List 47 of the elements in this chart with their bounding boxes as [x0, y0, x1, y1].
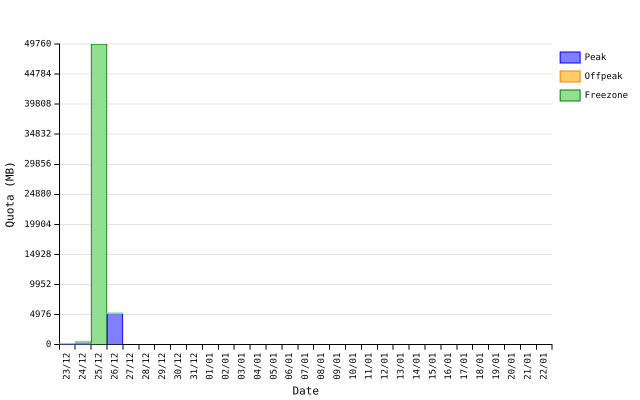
x-tick-label: 12/01 — [380, 352, 391, 380]
x-tick-label: 15/01 — [428, 352, 438, 380]
legend-label: Peak — [584, 52, 607, 63]
x-tick-label: 19/01 — [492, 352, 502, 380]
x-tick-label: 24/12 — [78, 352, 88, 380]
x-tick-label: 13/01 — [396, 352, 406, 380]
x-tick-label: 25/12 — [94, 352, 104, 380]
x-tick-label: 22/01 — [540, 352, 550, 380]
x-tick-label: 26/12 — [110, 352, 120, 380]
x-tick-label: 08/01 — [316, 352, 327, 380]
y-tick-label: 29856 — [24, 160, 52, 170]
y-tick-label: 44784 — [24, 69, 52, 80]
y-tick-label: 9952 — [30, 280, 52, 290]
x-tick-label: 29/12 — [158, 352, 168, 380]
y-tick-label: 0 — [46, 340, 52, 350]
y-tick-label: 49760 — [24, 39, 52, 50]
x-tick-label: 30/12 — [174, 352, 184, 380]
x-tick-label: 01/01 — [206, 352, 216, 380]
legend-label: Freezone — [584, 90, 628, 101]
x-tick-label: 02/01 — [222, 352, 232, 380]
x-tick-label: 07/01 — [301, 352, 312, 380]
x-tick-label: 20/01 — [508, 352, 518, 380]
y-tick-label: 34832 — [24, 130, 52, 140]
x-tick-label: 09/01 — [332, 352, 343, 380]
x-axis-title: Date — [292, 384, 319, 398]
x-tick-label: 23/12 — [62, 352, 73, 380]
x-tick-label: 17/01 — [460, 352, 470, 380]
x-tick-label: 11/01 — [364, 352, 375, 380]
x-tick-label: 10/01 — [348, 352, 359, 380]
x-tick-label: 04/01 — [253, 352, 264, 380]
x-tick-label: 05/01 — [269, 352, 280, 380]
x-tick-label: 18/01 — [476, 352, 486, 380]
x-tick-label: 14/01 — [412, 352, 422, 380]
legend-label: Offpeak — [584, 72, 624, 82]
x-tick-label: 31/12 — [190, 352, 200, 380]
y-tick-label: 24880 — [24, 190, 52, 200]
y-tick-label: 4976 — [30, 310, 52, 320]
y-tick-label: 19904 — [24, 220, 52, 230]
y-tick-label: 14928 — [24, 250, 52, 260]
x-tick-label: 16/01 — [444, 352, 454, 380]
x-tick-label: 21/01 — [524, 352, 534, 380]
y-axis-title: Quota (MB) — [3, 161, 16, 228]
x-tick-label: 28/12 — [142, 352, 152, 380]
x-tick-label: 06/01 — [285, 352, 296, 380]
x-tick-label: 03/01 — [237, 352, 248, 380]
x-tick-label: 27/12 — [126, 352, 136, 380]
y-tick-label: 39808 — [24, 99, 52, 110]
